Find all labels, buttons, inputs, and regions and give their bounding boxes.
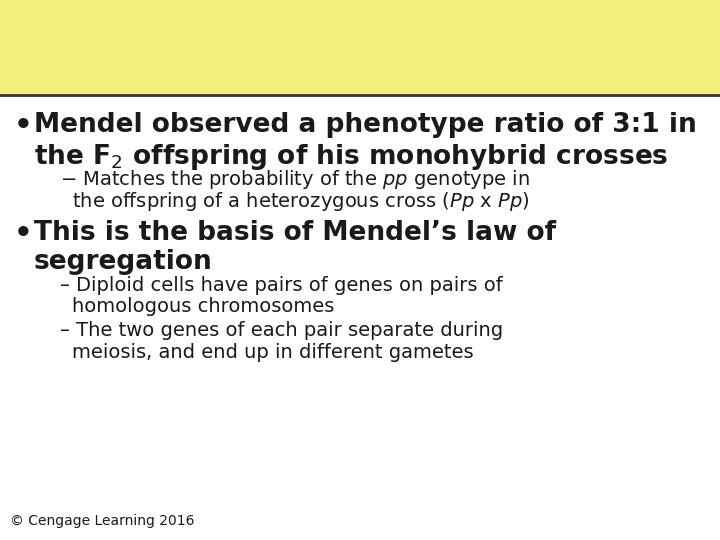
Text: Mendel’s Law of Segregation: Mendel’s Law of Segregation	[16, 30, 608, 64]
Text: © Cengage Learning 2016: © Cengage Learning 2016	[10, 514, 194, 528]
Text: meiosis, and end up in different gametes: meiosis, and end up in different gametes	[72, 343, 474, 362]
Text: Mendel observed a phenotype ratio of 3:1 in: Mendel observed a phenotype ratio of 3:1…	[34, 112, 697, 138]
Text: the F$_2$ offspring of his monohybrid crosses: the F$_2$ offspring of his monohybrid cr…	[34, 142, 668, 172]
Text: This is the basis of Mendel’s law of: This is the basis of Mendel’s law of	[34, 220, 556, 246]
Text: the offspring of a heterozygous cross ($\mathit{Pp}$ x $\mathit{Pp}$): the offspring of a heterozygous cross ($…	[72, 190, 530, 213]
Text: – Diploid cells have pairs of genes on pairs of: – Diploid cells have pairs of genes on p…	[60, 275, 503, 294]
Text: homologous chromosomes: homologous chromosomes	[72, 297, 334, 316]
Text: •: •	[14, 220, 32, 248]
Text: segregation: segregation	[34, 249, 212, 275]
Text: •: •	[14, 112, 32, 140]
Text: – The two genes of each pair separate during: – The two genes of each pair separate du…	[60, 321, 503, 340]
Text: $-$ Matches the probability of the $\mathit{pp}$ genotype in: $-$ Matches the probability of the $\mat…	[60, 168, 530, 192]
